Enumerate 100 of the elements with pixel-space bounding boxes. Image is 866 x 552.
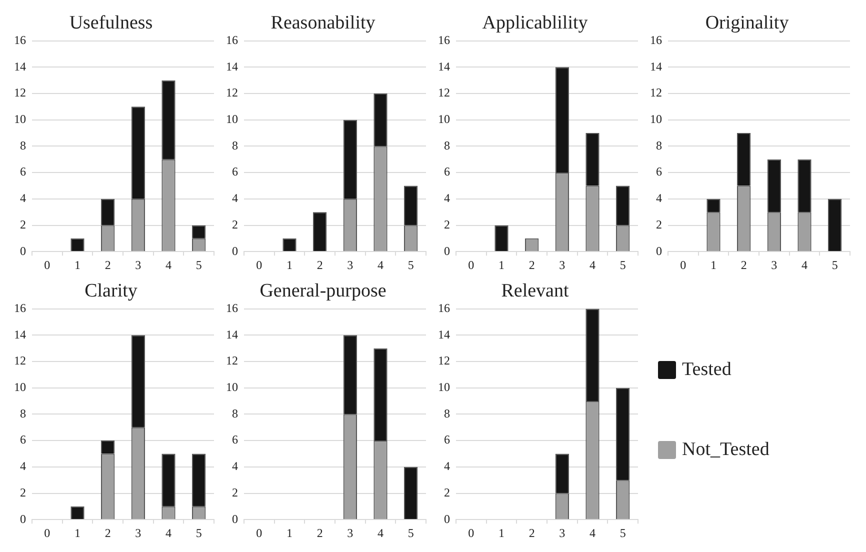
y-tick-label: 0 [20,512,26,526]
y-tick-label: 0 [444,512,450,526]
y-tick-label: 12 [14,86,26,100]
y-tick-label: 16 [14,300,26,315]
y-tick-label: 14 [14,59,26,74]
x-tick-label: 0 [44,258,50,272]
y-tick-label: 12 [226,354,238,368]
x-tick-label: 0 [468,526,474,540]
x-tick-label: 5 [620,258,626,272]
x-tick-label: 5 [196,258,202,272]
y-tick-label: 2 [444,217,450,232]
y-tick-label: 10 [650,112,662,126]
chart-title: Usefulness [69,12,153,34]
y-tick-label: 6 [20,164,26,179]
x-tick-label: 3 [347,526,354,540]
y-tick-label: 6 [444,432,450,447]
y-tick-label: 2 [232,485,238,500]
y-tick-label: 4 [444,191,450,206]
x-tick-label: 4 [378,258,384,272]
x-tick-label: 3 [347,258,354,272]
y-tick-label: 8 [20,138,26,152]
chart-title: Applicablility [482,12,588,34]
x-tick-label: 2 [740,258,747,272]
x-tick-label: 2 [528,526,535,540]
x-tick-label: 1 [286,258,292,272]
y-tick-label: 8 [444,138,450,152]
x-tick-label: 0 [680,258,686,272]
x-tick-label: 0 [256,258,262,272]
chart-title: General-purpose [260,280,386,302]
chart-title: Originality [705,12,790,34]
y-tick-label: 4 [20,191,26,206]
y-tick-label: 6 [444,164,450,179]
y-tick-label: 6 [232,164,238,179]
y-tick-label: 14 [226,59,238,74]
y-tick-label: 4 [232,191,238,206]
x-tick-label: 5 [620,526,626,540]
x-tick-label: 2 [316,526,323,540]
y-tick-label: 12 [14,354,26,368]
x-tick-label: 5 [832,258,838,272]
y-tick-label: 0 [232,512,238,526]
x-tick-label: 4 [802,258,808,272]
y-tick-label: 12 [438,86,450,100]
x-tick-label: 3 [559,526,566,540]
x-tick-label: 1 [498,258,504,272]
x-tick-label: 4 [166,526,172,540]
y-tick-label: 8 [656,138,662,152]
y-tick-label: 16 [438,300,450,315]
y-tick-label: 0 [232,244,238,258]
y-tick-label: 12 [650,86,662,100]
y-tick-label: 14 [438,59,450,74]
y-tick-label: 0 [656,244,662,258]
y-tick-label: 8 [20,406,26,420]
y-tick-label: 2 [444,485,450,500]
x-tick-label: 3 [559,258,566,272]
y-tick-label: 4 [232,459,238,474]
y-tick-label: 14 [226,327,238,342]
x-tick-label: 2 [104,526,111,540]
x-tick-label: 1 [498,526,504,540]
y-tick-label: 6 [232,432,238,447]
y-tick-label: 10 [438,380,450,394]
y-tick-label: 2 [232,217,238,232]
x-tick-label: 2 [316,258,323,272]
legend-label: Tested [682,359,732,381]
y-tick-label: 16 [226,300,238,315]
y-tick-label: 4 [444,459,450,474]
x-tick-label: 0 [256,526,262,540]
x-tick-label: 2 [104,258,111,272]
y-tick-label: 8 [232,406,238,420]
y-tick-label: 6 [656,164,662,179]
x-tick-label: 1 [710,258,716,272]
y-tick-label: 16 [438,32,450,47]
x-tick-label: 4 [590,526,596,540]
y-tick-label: 12 [438,354,450,368]
y-tick-label: 14 [438,327,450,342]
y-tick-label: 8 [232,138,238,152]
y-tick-label: 2 [656,217,662,232]
y-tick-label: 14 [14,327,26,342]
y-tick-label: 10 [14,380,26,394]
y-tick-label: 6 [20,432,26,447]
y-tick-label: 10 [226,380,238,394]
y-tick-label: 12 [226,86,238,100]
x-tick-label: 5 [196,526,202,540]
y-tick-label: 8 [444,406,450,420]
y-tick-label: 16 [14,32,26,47]
y-tick-label: 0 [20,244,26,258]
x-tick-label: 5 [408,258,414,272]
x-tick-label: 4 [590,258,596,272]
chart-title: Relevant [501,280,570,302]
legend-label: Not_Tested [682,439,770,461]
y-tick-label: 4 [656,191,662,206]
x-tick-label: 1 [286,526,292,540]
x-tick-label: 3 [135,526,142,540]
chart-title: Reasonability [270,12,376,34]
x-tick-label: 3 [771,258,778,272]
y-tick-label: 2 [20,485,26,500]
x-tick-label: 1 [74,526,80,540]
x-tick-label: 0 [44,526,50,540]
chart-title: Clarity [84,280,138,302]
x-tick-label: 4 [378,526,384,540]
y-tick-label: 10 [14,112,26,126]
